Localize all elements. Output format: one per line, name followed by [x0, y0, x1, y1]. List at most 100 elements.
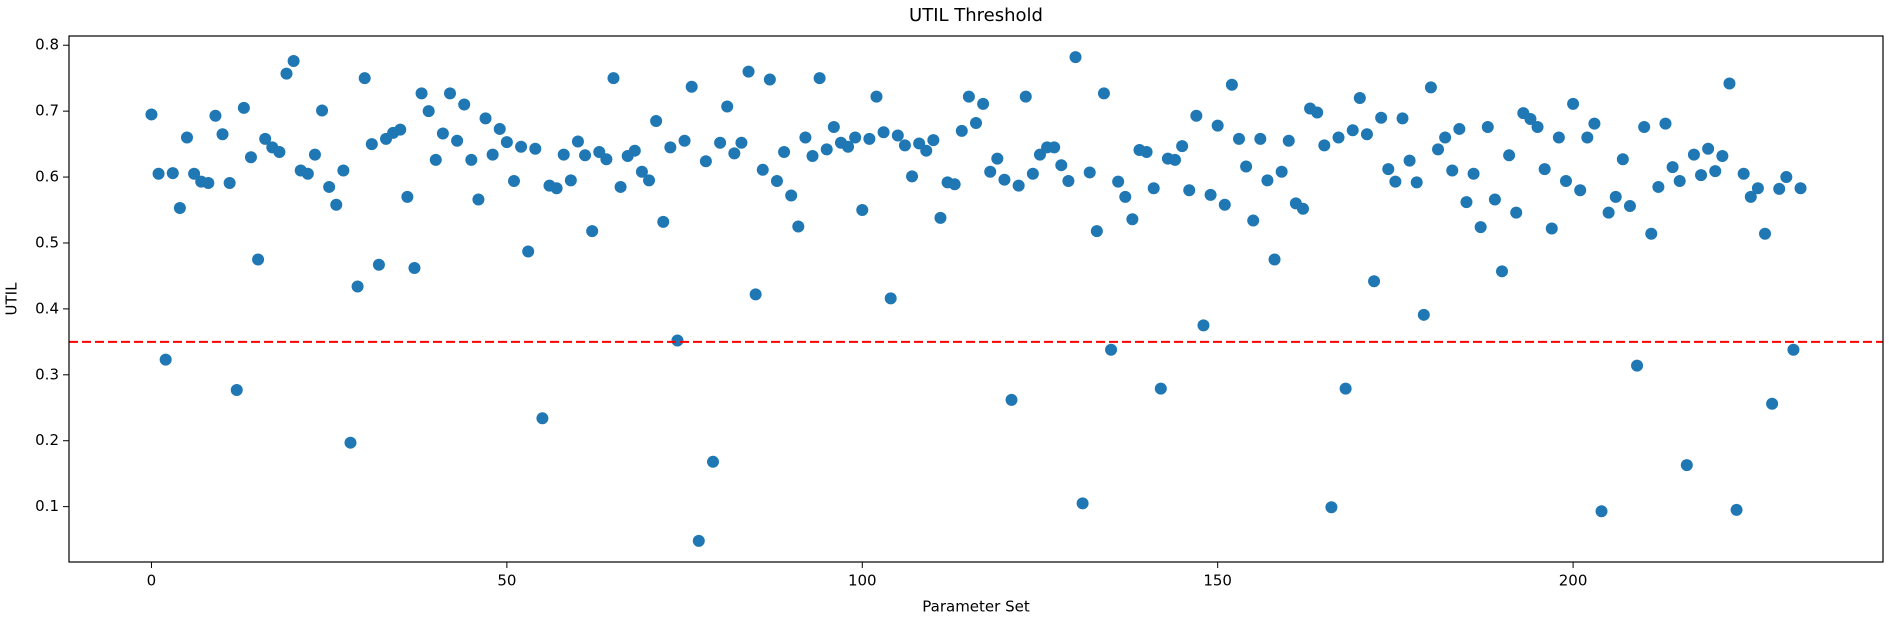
point: [1737, 167, 1750, 180]
point: [643, 174, 656, 187]
point: [948, 178, 961, 191]
point: [1531, 120, 1544, 133]
point: [984, 165, 997, 178]
point: [1389, 175, 1402, 188]
x-tick-label: 0: [147, 572, 157, 590]
point: [1552, 131, 1565, 144]
point: [507, 175, 520, 188]
point: [1055, 159, 1068, 172]
point: [863, 132, 876, 145]
point: [1325, 501, 1338, 514]
point: [1247, 214, 1260, 227]
point: [1510, 206, 1523, 219]
point: [906, 170, 919, 183]
point: [970, 117, 982, 130]
point: [1026, 167, 1039, 180]
point: [1410, 176, 1423, 189]
point: [827, 120, 840, 133]
point: [180, 131, 193, 144]
point: [770, 175, 783, 188]
point: [252, 253, 265, 266]
point: [1538, 163, 1551, 176]
point: [692, 534, 705, 547]
point: [1218, 198, 1231, 211]
point: [856, 204, 869, 217]
y-tick-label: 0.8: [35, 36, 59, 54]
point: [1154, 382, 1167, 395]
point: [756, 163, 769, 176]
point: [1723, 77, 1736, 90]
point: [706, 455, 719, 468]
point: [557, 148, 570, 161]
x-tick-label: 50: [497, 572, 516, 590]
point: [699, 155, 712, 168]
point: [408, 262, 421, 275]
point: [1503, 149, 1516, 162]
point: [628, 144, 641, 157]
point: [1169, 153, 1182, 166]
point: [1460, 196, 1473, 209]
point: [216, 128, 229, 141]
point: [664, 141, 677, 154]
point: [1716, 149, 1729, 162]
point: [522, 245, 535, 258]
point: [1140, 146, 1153, 159]
point: [877, 126, 890, 139]
point: [792, 220, 805, 233]
point: [1751, 182, 1764, 195]
point: [301, 167, 314, 180]
point: [1567, 97, 1580, 110]
point: [955, 124, 968, 137]
point: [1019, 90, 1032, 103]
point: [529, 142, 542, 155]
point: [1268, 253, 1281, 266]
point: [1005, 393, 1018, 406]
point: [166, 167, 179, 180]
point: [1282, 134, 1295, 147]
point: [785, 189, 798, 202]
point: [308, 148, 321, 161]
point: [1787, 343, 1800, 356]
point: [806, 149, 819, 162]
x-tick-label: 150: [1203, 572, 1232, 590]
point: [287, 55, 300, 68]
point: [1780, 171, 1793, 184]
point: [436, 127, 449, 140]
y-tick-label: 0.5: [35, 233, 59, 251]
point: [1346, 124, 1359, 137]
point: [1211, 119, 1224, 132]
point: [536, 412, 549, 425]
point: [152, 167, 165, 180]
point: [244, 151, 257, 164]
point: [1296, 202, 1309, 215]
point: [820, 143, 833, 156]
point: [891, 129, 904, 142]
point: [230, 383, 243, 396]
point: [472, 193, 485, 206]
point: [920, 144, 933, 157]
point: [188, 167, 201, 180]
point: [330, 198, 343, 211]
point: [1112, 175, 1125, 188]
point: [842, 140, 855, 153]
point: [799, 131, 812, 144]
point: [1048, 141, 1061, 154]
point: [1012, 179, 1025, 192]
point: [1730, 503, 1743, 516]
point: [1204, 188, 1217, 201]
point: [1773, 182, 1786, 195]
point: [479, 112, 492, 125]
point: [1446, 164, 1459, 177]
point: [1424, 81, 1437, 94]
point: [344, 436, 357, 449]
point: [1126, 213, 1139, 226]
point: [365, 138, 378, 151]
point: [1453, 122, 1466, 135]
point: [202, 176, 215, 189]
point: [1105, 343, 1118, 356]
point: [1488, 193, 1501, 206]
point: [763, 73, 776, 86]
point: [714, 136, 727, 149]
point: [465, 153, 478, 166]
